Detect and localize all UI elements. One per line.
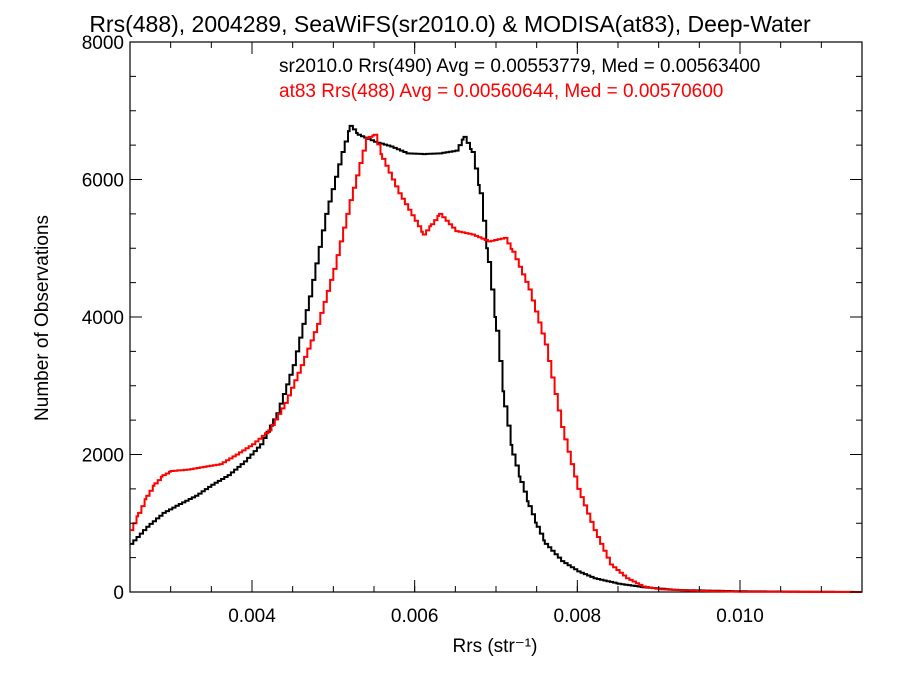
series-line-1 — [130, 133, 862, 593]
legend: sr2010.0 Rrs(490) Avg = 0.00553779, Med … — [279, 56, 760, 102]
legend-entry-0: sr2010.0 Rrs(490) Avg = 0.00553779, Med … — [279, 56, 760, 77]
legend-entry-1: at83 Rrs(488) Avg = 0.00560644, Med = 0.… — [279, 81, 723, 102]
series-line-0 — [130, 124, 862, 593]
x-tick-label: 0.004 — [228, 606, 276, 627]
y-tick-label: 6000 — [82, 171, 124, 192]
y-tick-label: 4000 — [82, 308, 124, 329]
x-tick-label: 0.008 — [554, 606, 602, 627]
y-tick-label: 0 — [113, 583, 124, 604]
y-axis-label: Number of Observations — [32, 215, 53, 421]
x-axis-label: Rrs (str⁻¹) — [453, 636, 538, 657]
y-tick-label: 2000 — [82, 446, 124, 467]
chart-title: Rrs(488), 2004289, SeaWiFS(sr2010.0) & M… — [89, 11, 811, 37]
x-tick-label: 0.010 — [716, 606, 764, 627]
x-tick-label: 0.006 — [391, 606, 439, 627]
ticks-layer: 0.004 0.006 0.008 0.010 0 2000 4000 6000 8000 — [82, 33, 862, 627]
series-layer — [130, 124, 862, 593]
y-tick-label: 8000 — [82, 33, 124, 54]
